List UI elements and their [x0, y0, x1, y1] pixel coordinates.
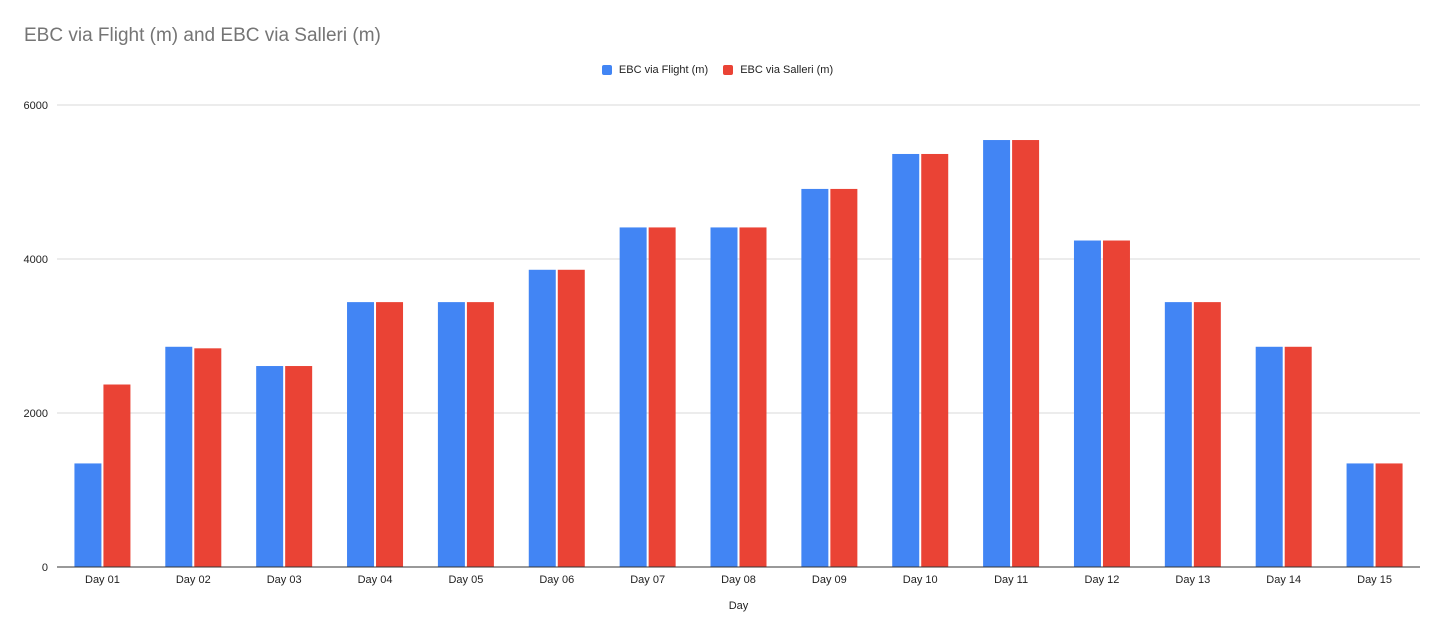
- legend-item-flight[interactable]: EBC via Flight (m): [601, 64, 709, 76]
- bar-salleri-15: [1375, 463, 1403, 567]
- bar-flight-3: [256, 366, 284, 567]
- x-tick-label-5: Day 05: [448, 574, 483, 586]
- bar-flight-10: [892, 153, 920, 568]
- y-tick-label-2: 4000: [24, 254, 48, 266]
- chart-title: EBC via Flight (m) and EBC via Salleri (…: [24, 25, 381, 46]
- legend-swatch-salleri: [723, 65, 734, 75]
- y-tick-label-3: 6000: [24, 100, 48, 112]
- x-tick-label-12: Day 12: [1085, 574, 1120, 586]
- x-tick-label-11: Day 11: [994, 574, 1028, 586]
- x-tick-label-1: Day 01: [85, 574, 120, 586]
- bar-salleri-6: [557, 269, 585, 567]
- bar-flight-11: [983, 140, 1011, 567]
- bar-flight-7: [619, 227, 647, 567]
- bar-salleri-8: [739, 227, 767, 567]
- bar-salleri-14: [1284, 346, 1312, 567]
- bar-flight-13: [1164, 302, 1192, 567]
- bar-salleri-9: [830, 188, 858, 567]
- bar-salleri-3: [285, 366, 313, 567]
- x-tick-label-14: Day 14: [1266, 574, 1301, 586]
- x-tick-label-8: Day 08: [721, 574, 756, 586]
- bar-flight-1: [74, 463, 102, 567]
- bar-salleri-12: [1102, 240, 1130, 567]
- x-tick-label-15: Day 15: [1357, 574, 1392, 586]
- bar-salleri-11: [1012, 140, 1040, 567]
- bar-salleri-7: [648, 227, 676, 567]
- bar-flight-5: [437, 302, 465, 567]
- legend-label-salleri: EBC via Salleri (m): [740, 64, 834, 76]
- bar-flight-9: [801, 188, 829, 567]
- legend-label-flight: EBC via Flight (m): [618, 64, 709, 76]
- x-tick-label-9: Day 09: [812, 574, 847, 586]
- x-tick-label-3: Day 03: [267, 574, 302, 586]
- x-tick-label-4: Day 04: [358, 574, 393, 586]
- bar-flight-6: [528, 269, 556, 567]
- bar-salleri-10: [921, 153, 949, 568]
- y-tick-label-1: 2000: [24, 408, 48, 420]
- legend: EBC via Flight (m) EBC via Salleri (m): [0, 64, 1435, 78]
- x-tick-label-13: Day 13: [1175, 574, 1210, 586]
- bar-salleri-4: [376, 302, 404, 567]
- bar-flight-14: [1255, 346, 1283, 567]
- x-tick-label-7: Day 07: [630, 574, 665, 586]
- x-tick-label-10: Day 10: [903, 574, 938, 586]
- legend-swatch-flight: [601, 65, 612, 75]
- bar-salleri-13: [1193, 302, 1221, 567]
- bar-flight-12: [1073, 240, 1101, 567]
- y-tick-label-0: 0: [42, 562, 48, 574]
- x-tick-label-2: Day 02: [176, 574, 211, 586]
- legend-item-salleri[interactable]: EBC via Salleri (m): [723, 64, 833, 76]
- bar-salleri-5: [466, 302, 494, 567]
- x-tick-label-6: Day 06: [539, 574, 574, 586]
- x-axis-title: Day: [729, 600, 749, 612]
- bar-flight-4: [347, 302, 375, 567]
- bar-salleri-2: [194, 348, 222, 567]
- bar-salleri-1: [103, 384, 131, 567]
- bar-flight-8: [710, 227, 738, 567]
- bar-flight-2: [165, 346, 193, 567]
- bar-flight-15: [1346, 463, 1374, 567]
